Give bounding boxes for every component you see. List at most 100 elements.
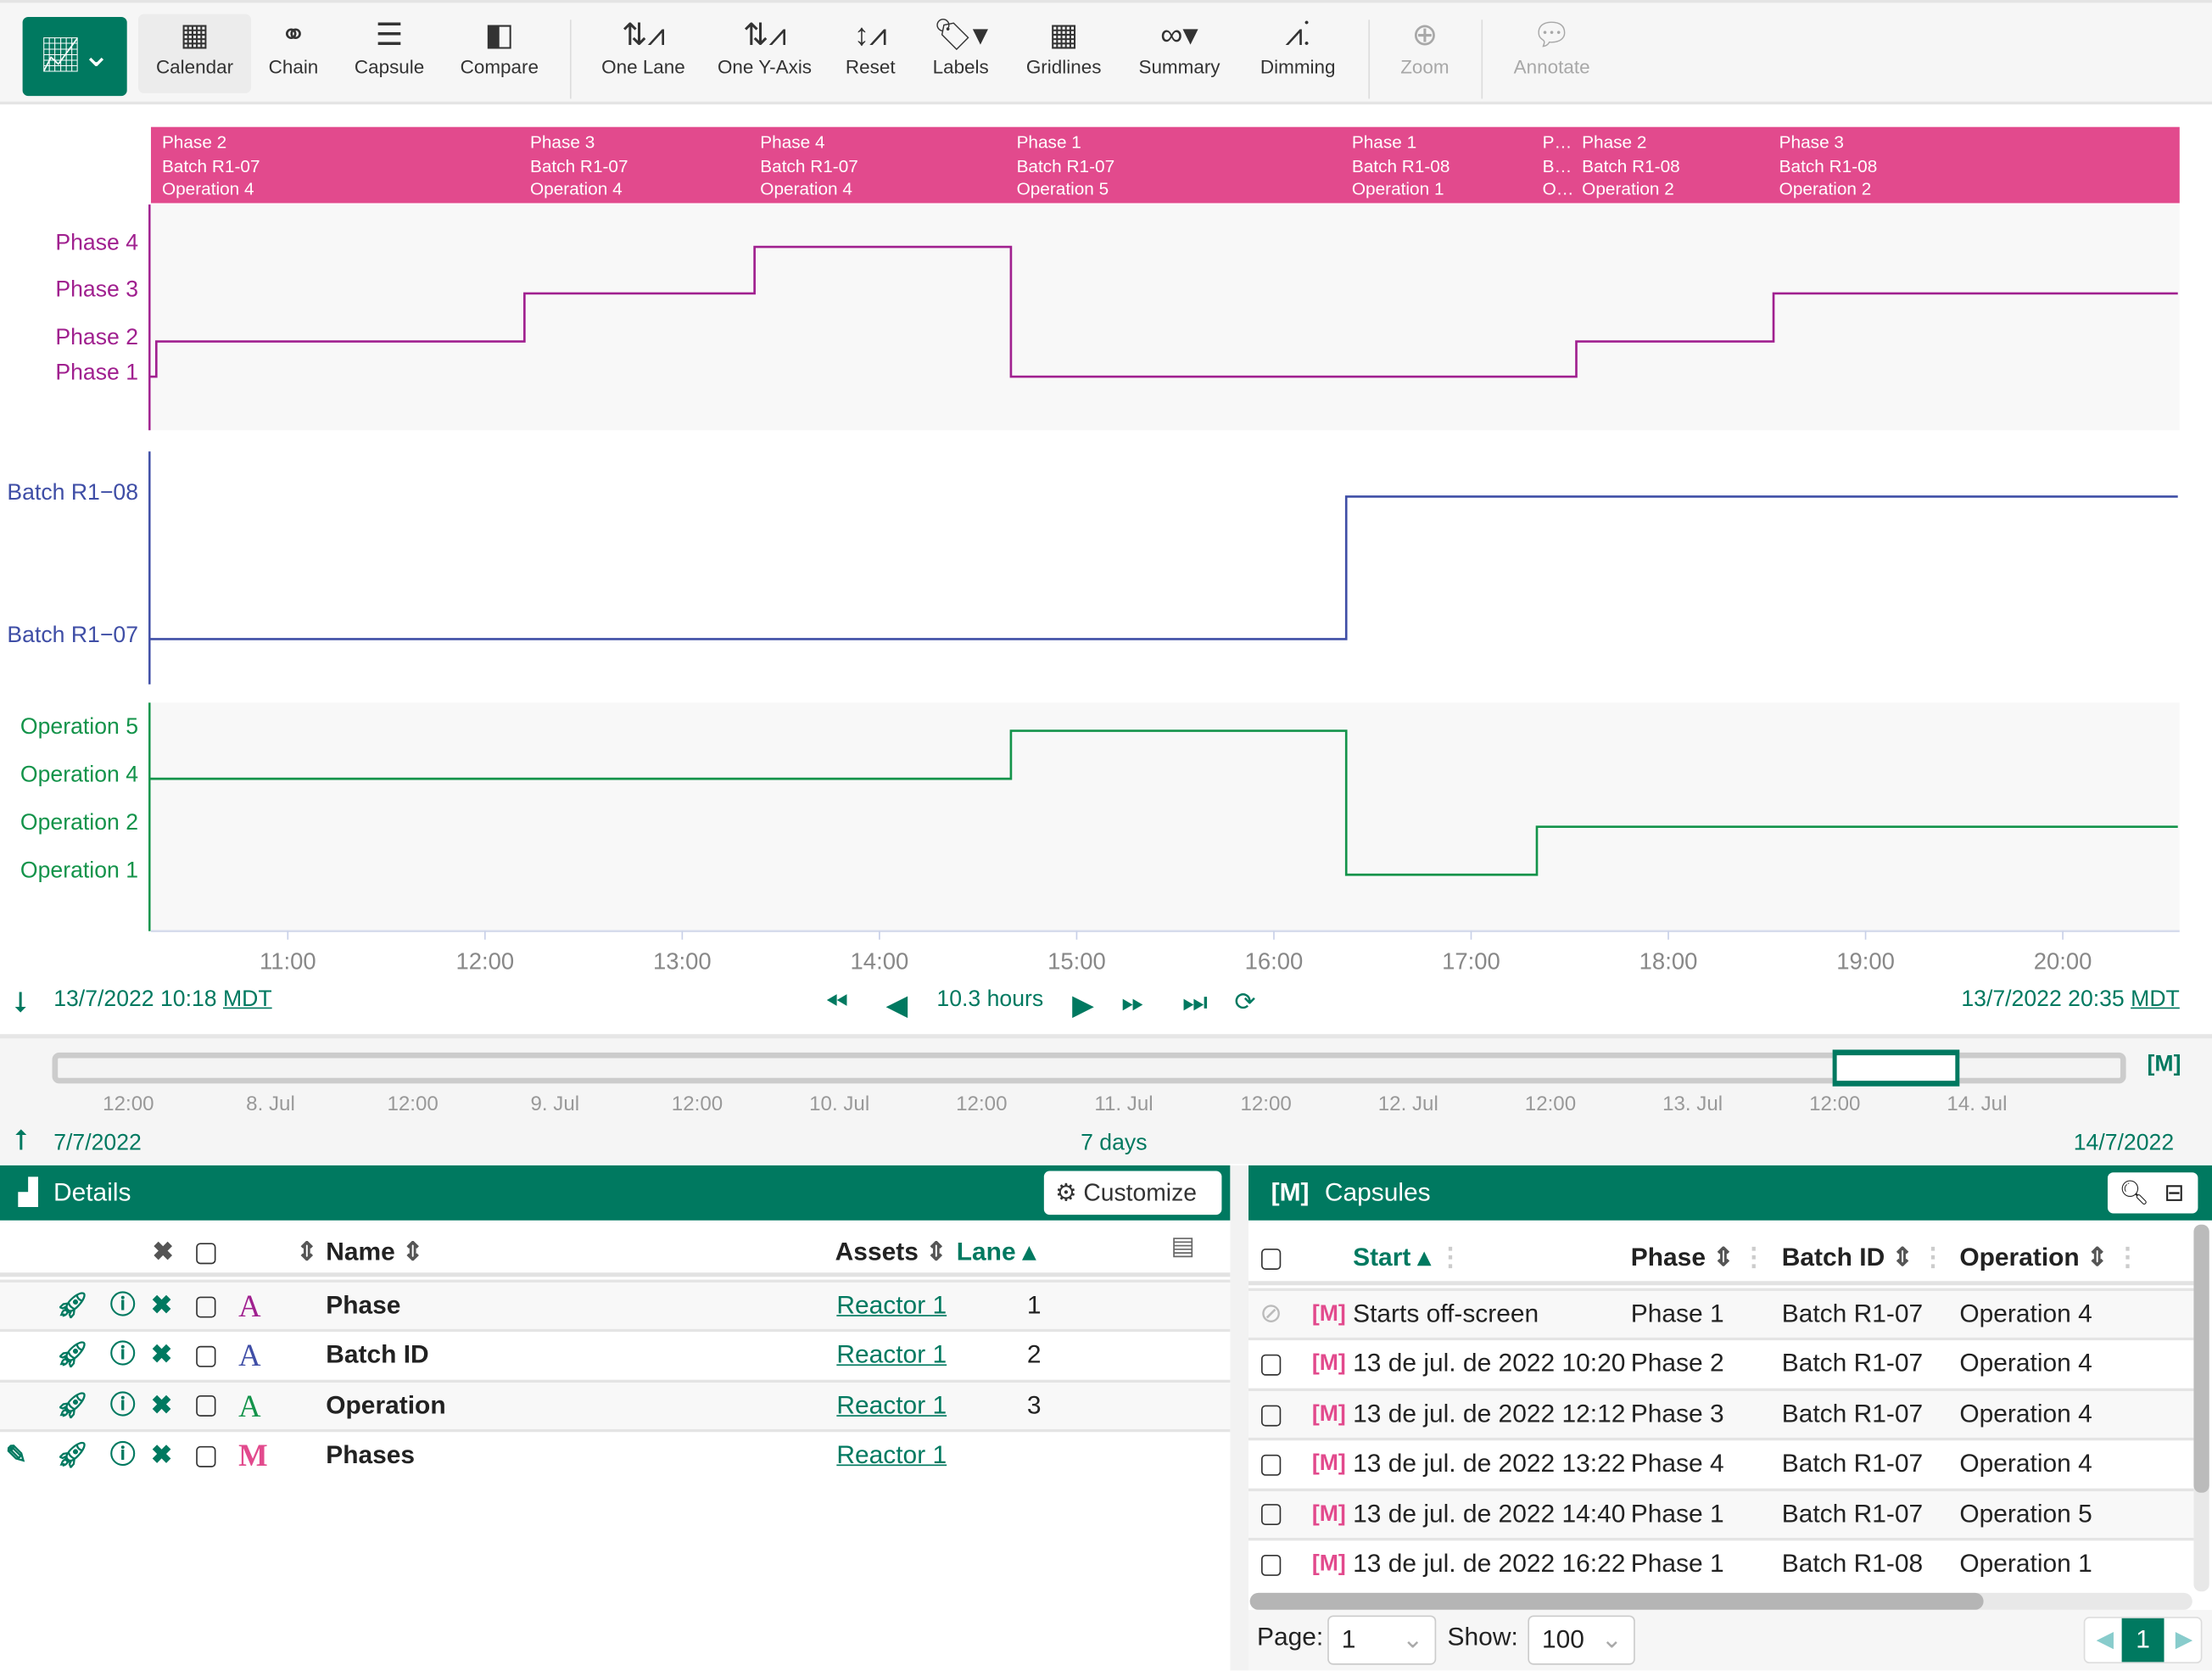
gridlines-button[interactable]: ▦ Gridlines (1016, 14, 1112, 93)
step-forward-icon[interactable]: ▶ (1072, 990, 1094, 1022)
refresh-icon[interactable]: ⟳ (1234, 987, 1256, 1016)
collapse-icon[interactable]: ⊟ (2164, 1179, 2185, 1207)
capsule-row[interactable]: [M] 13 de jul. de 2022 16:22 Phase 1 Bat… (1248, 1537, 2194, 1587)
capsule-label[interactable]: Phase 1 Batch R1-07 Operation 5 (1017, 131, 1115, 201)
page-size-select[interactable]: 100 ⌄ (1528, 1615, 1635, 1665)
batch-column-header[interactable]: Batch ID ⇕ ⋮ (1781, 1243, 1946, 1271)
row-checkbox[interactable] (196, 1345, 216, 1367)
range-end[interactable]: 14/7/2022 (2073, 1131, 2175, 1156)
next-page-icon[interactable]: ▶ (2175, 1628, 2193, 1652)
phase-column-header[interactable]: Phase ⇕ ⋮ (1630, 1243, 1767, 1271)
info-icon[interactable]: ⓘ (109, 1290, 136, 1320)
capsule-row[interactable]: [M] 13 de jul. de 2022 13:22 Phase 4 Bat… (1248, 1438, 2194, 1487)
display-end[interactable]: 13/7/2022 20:35 MDT (1961, 987, 2180, 1012)
annotate-button[interactable]: 💬︎ Annotate (1498, 14, 1605, 93)
vertical-scrollbar[interactable] (2193, 1224, 2209, 1592)
one-y-axis-button[interactable]: ⇅⩘ One Y-Axis (711, 14, 818, 93)
row-checkbox[interactable] (1260, 1355, 1282, 1376)
capsule-row[interactable]: [M] 13 de jul. de 2022 14:40 Phase 1 Bat… (1248, 1488, 2194, 1538)
timezone-link[interactable]: MDT (223, 987, 272, 1012)
edit-icon[interactable]: ✎ (5, 1440, 27, 1469)
operation-column-header[interactable]: Operation ⇕ ⋮ (1959, 1243, 2141, 1271)
arrow-up-icon[interactable]: ⭡ (14, 1126, 28, 1157)
display-start[interactable]: 13/7/2022 10:18 MDT (53, 987, 272, 1012)
trend-chart[interactable] (0, 0, 2212, 987)
details-row[interactable]: 🚀︎ ⓘ ✖ A Operation Reactor 1 3 (0, 1379, 1231, 1429)
current-page-button[interactable]: 1 (2121, 1618, 2165, 1663)
lane-column-header[interactable]: Lane ▴ (956, 1237, 1036, 1266)
horizontal-scrollbar[interactable] (1249, 1592, 2192, 1610)
remove-icon[interactable]: ✖ (150, 1340, 173, 1369)
start-column-header[interactable]: Start ▴ ⋮ (1353, 1243, 1463, 1271)
rocket-icon[interactable]: 🚀︎ (56, 1290, 89, 1320)
step-forward-full-icon[interactable]: ⏩︎ (1121, 987, 1144, 1019)
details-row[interactable]: 🚀︎ ⓘ ✖ A Phase Reactor 1 1 (0, 1279, 1231, 1329)
row-checkbox[interactable] (196, 1296, 216, 1318)
remove-icon[interactable]: ✖ (150, 1290, 173, 1320)
capsule-row[interactable]: [M] 13 de jul. de 2022 10:20 Phase 2 Bat… (1248, 1338, 2194, 1387)
add-column-icon[interactable]: ▤ (1170, 1232, 1195, 1260)
rocket-icon[interactable]: 🚀︎ (56, 1390, 89, 1419)
capsule-label[interactable]: Phase 4 Batch R1-07 Operation 4 (760, 131, 858, 201)
range-start[interactable]: 7/7/2022 (53, 1131, 142, 1156)
row-checkbox[interactable] (196, 1395, 216, 1417)
range-track[interactable] (52, 1052, 2126, 1084)
labels-button[interactable]: 🏷︎▾ Labels (921, 14, 1000, 93)
timezone-link[interactable]: MDT (2131, 987, 2180, 1012)
row-checkbox[interactable] (1260, 1554, 1282, 1576)
summary-button[interactable]: ∞▾ Summary (1129, 14, 1231, 93)
capsule-row[interactable]: ⊘ [M] Starts off-screen Phase 1 Batch R1-… (1248, 1288, 2194, 1338)
zoom-to-capsules-icon[interactable]: 🔍︎ (2119, 1179, 2150, 1207)
asset-link[interactable]: Reactor 1 (836, 1340, 947, 1369)
capsule-label[interactable]: Phase 2 Batch R1-08 Operation 2 (1582, 131, 1680, 201)
name-column-header[interactable]: Name ⇕ (326, 1237, 424, 1266)
info-icon[interactable]: ⓘ (109, 1440, 136, 1469)
panel-splitter[interactable] (1230, 1165, 1249, 1671)
capsule-label[interactable]: P… B… O… (1543, 131, 1574, 201)
display-duration[interactable]: 10.3 hours (936, 987, 1044, 1012)
info-icon[interactable]: ⓘ (109, 1340, 136, 1369)
row-checkbox[interactable] (1260, 1454, 1282, 1476)
prev-page-icon[interactable]: ◀ (2096, 1628, 2114, 1652)
asset-link[interactable]: Reactor 1 (836, 1290, 947, 1320)
page-select[interactable]: 1 ⌄ (1327, 1615, 1437, 1665)
sort-icon[interactable]: ⇕ (296, 1237, 318, 1266)
assets-column-header[interactable]: Assets ⇕ (835, 1237, 947, 1266)
remove-icon[interactable]: ✖ (150, 1440, 173, 1469)
capsule-label[interactable]: Phase 2 Batch R1-07 Operation 4 (162, 131, 260, 201)
dimming-button[interactable]: ⩘⁚ Dimming (1247, 14, 1349, 93)
rocket-icon[interactable]: 🚀︎ (56, 1340, 89, 1369)
capsule-label[interactable]: Phase 1 Batch R1-08 Operation 1 (1352, 131, 1450, 201)
range-duration[interactable]: 7 days (1081, 1131, 1148, 1156)
capsule-icon[interactable]: [M] (2147, 1052, 2181, 1077)
remove-icon[interactable]: ✖ (150, 1390, 173, 1419)
capsule-button[interactable]: ☰ Capsule (344, 14, 434, 93)
select-all-checkbox[interactable] (196, 1242, 216, 1264)
zoom-button[interactable]: ⊕ Zoom (1382, 14, 1467, 93)
calendar-button[interactable]: ▦ Calendar (138, 14, 252, 93)
remove-all-icon[interactable]: ✖ (152, 1237, 174, 1266)
capsule-label[interactable]: Phase 3 Batch R1-07 Operation 4 (530, 131, 628, 201)
chain-button[interactable]: ⚭ Chain (260, 14, 327, 93)
view-selector-button[interactable]: 📈︎⌄ (22, 16, 127, 97)
step-back-full-icon[interactable]: ⏪︎ (825, 987, 848, 1019)
row-checkbox[interactable] (196, 1445, 216, 1467)
details-row[interactable]: ✎ 🚀︎ ⓘ ✖ M Phases Reactor 1 (0, 1428, 1231, 1478)
capsule-label[interactable]: Phase 3 Batch R1-08 Operation 2 (1779, 131, 1878, 201)
customize-button[interactable]: ⚙ Customize (1043, 1171, 1222, 1216)
asset-link[interactable]: Reactor 1 (836, 1390, 947, 1419)
arrow-down-icon[interactable]: ⭣ (14, 987, 28, 1019)
reset-button[interactable]: ↕⩘ Reset (835, 14, 906, 93)
range-selection-handle[interactable] (1832, 1049, 1959, 1087)
row-checkbox[interactable] (1260, 1404, 1282, 1426)
row-checkbox[interactable] (1260, 1504, 1282, 1526)
one-lane-button[interactable]: ⇅⩘ One Lane (589, 14, 696, 93)
skip-to-end-icon[interactable]: ⏭︎ (1181, 987, 1208, 1019)
asset-link[interactable]: Reactor 1 (836, 1440, 947, 1469)
info-icon[interactable]: ⓘ (109, 1390, 136, 1419)
step-back-icon[interactable]: ◀ (885, 990, 908, 1022)
details-row[interactable]: 🚀︎ ⓘ ✖ A Batch ID Reactor 1 2 (0, 1329, 1231, 1378)
rocket-icon[interactable]: 🚀︎ (56, 1440, 89, 1469)
select-all-capsules-checkbox[interactable] (1260, 1248, 1282, 1270)
compare-button[interactable]: ◧ Compare (449, 14, 550, 93)
